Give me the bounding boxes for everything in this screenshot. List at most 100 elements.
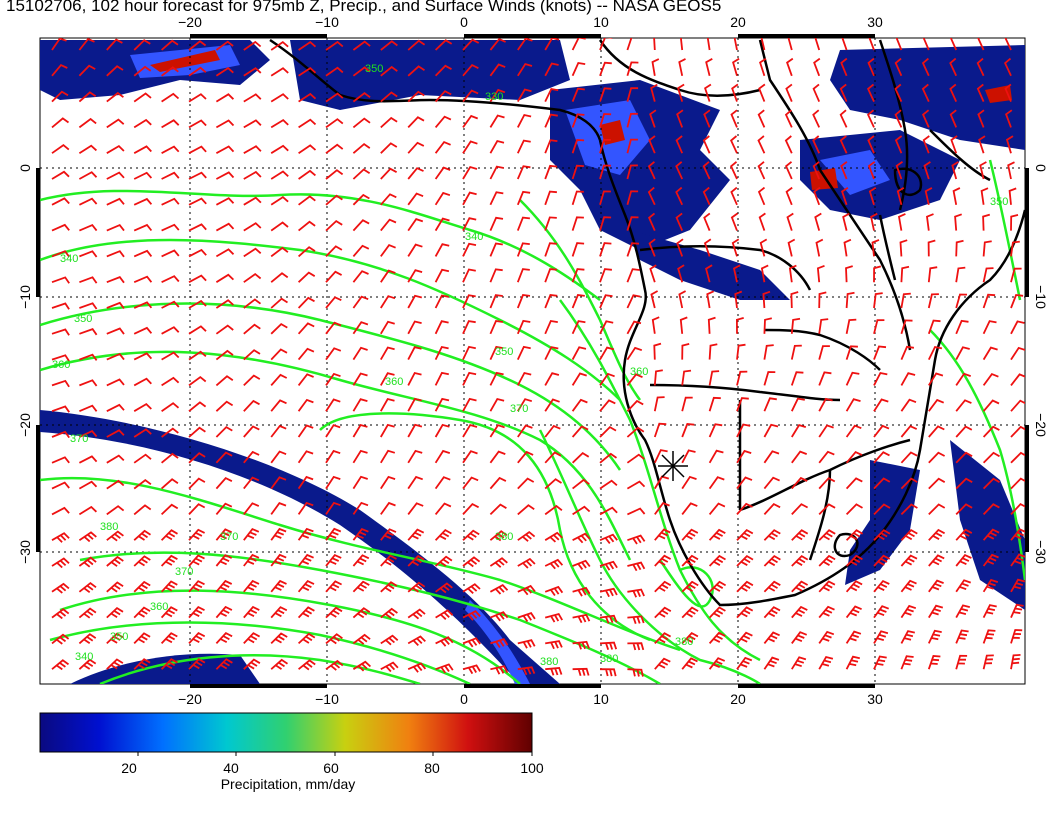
wind-barb	[51, 430, 70, 439]
wind-barb	[462, 397, 477, 412]
lon-tick-bottom: 30	[867, 691, 883, 707]
wind-barb	[270, 579, 287, 593]
wind-barb	[955, 579, 971, 593]
wind-barb	[188, 40, 207, 51]
wind-barb	[270, 93, 289, 103]
wind-barb	[435, 636, 454, 647]
wind-barb	[900, 630, 915, 644]
wind-barb	[79, 379, 98, 387]
wind-barb	[544, 531, 563, 543]
wind-barb	[790, 397, 805, 412]
wind-barb	[243, 658, 261, 670]
wind-barb	[681, 369, 692, 386]
wind-barb	[380, 320, 395, 335]
wind-barb	[270, 658, 289, 670]
wind-barb	[845, 605, 862, 619]
colorbar-gradient	[39, 712, 533, 753]
wind-barb	[161, 249, 180, 258]
wind-barb	[1008, 187, 1017, 205]
wind-barb	[982, 477, 1000, 490]
lon-tick-top: 20	[730, 14, 746, 30]
wind-barb	[270, 632, 288, 645]
lat-tick-left: −30	[17, 540, 33, 564]
wind-barb	[873, 503, 891, 516]
wind-barb	[791, 631, 808, 644]
wind-barb	[758, 83, 766, 102]
lake-tanganyika	[878, 214, 897, 281]
wind-barb	[649, 264, 657, 283]
wind-barb	[599, 425, 617, 438]
wind-barb	[1010, 320, 1025, 335]
wind-barb	[462, 476, 479, 490]
wind-barb	[599, 38, 613, 51]
wind-barb	[708, 502, 726, 515]
wind-barb	[928, 579, 944, 593]
wind-barb	[434, 320, 449, 335]
wind-barb	[352, 372, 368, 386]
wind-barb	[188, 325, 207, 335]
wind-barb	[706, 290, 715, 309]
wind-barb	[161, 119, 180, 129]
wind-barb	[489, 165, 504, 180]
wind-barb	[51, 276, 70, 284]
wind-barb	[78, 64, 96, 77]
wind-barb	[759, 238, 768, 257]
contour-label: 380	[540, 656, 558, 668]
wind-barb	[626, 453, 645, 464]
wind-barb	[923, 161, 931, 180]
wind-barb	[517, 371, 532, 386]
latlon-grid	[40, 38, 1025, 684]
wind-barb	[894, 57, 903, 77]
wind-barb	[736, 343, 746, 360]
wind-barb	[380, 581, 398, 593]
wind-barb	[544, 372, 560, 386]
wind-barb	[462, 217, 477, 232]
wind-barb	[51, 481, 70, 490]
wind-barb	[215, 171, 235, 180]
wind-barb	[435, 609, 454, 620]
wind-barb	[599, 479, 618, 490]
wind-barb	[786, 212, 794, 231]
wind-barb	[705, 58, 713, 77]
contour-c	[40, 302, 622, 471]
wind-barb	[654, 502, 670, 515]
wind-barb	[407, 449, 423, 464]
wind-barb	[731, 238, 740, 257]
wind-barb	[818, 424, 834, 438]
wind-barb	[544, 113, 558, 128]
wind-barb	[517, 666, 536, 676]
contour-label: 380	[675, 636, 693, 648]
wind-barb	[325, 347, 342, 361]
wind-barb	[736, 554, 754, 567]
wind-barb	[51, 117, 70, 129]
wind-barb	[352, 398, 368, 412]
wind-barb	[270, 450, 287, 464]
wind-barb	[489, 476, 507, 490]
wind-barb	[270, 297, 288, 309]
lat-tick-right: −10	[1033, 285, 1049, 309]
wind-barb	[51, 250, 70, 258]
wind-barb	[927, 293, 939, 309]
wind-barb	[763, 344, 774, 360]
wind-barb	[650, 290, 659, 309]
wind-barb	[955, 604, 971, 619]
wind-barb	[188, 375, 207, 387]
wind-barb	[544, 424, 561, 438]
wind-barb	[982, 578, 999, 593]
wind-barb	[839, 109, 848, 128]
wind-barb	[1010, 294, 1024, 309]
wind-barb	[380, 40, 398, 51]
wind-barb	[627, 561, 646, 572]
wind-barb	[352, 193, 370, 206]
wind-barb	[243, 222, 262, 232]
wind-barb	[188, 223, 207, 232]
wind-barb	[736, 580, 754, 593]
wind-barb	[873, 371, 888, 386]
wind-barb	[517, 530, 536, 542]
wind-barb	[297, 527, 314, 541]
wind-barb	[845, 345, 858, 360]
wind-barb	[763, 450, 780, 464]
wind-barb	[544, 62, 559, 77]
wind-barb	[462, 423, 478, 438]
wind-barb	[982, 213, 991, 231]
